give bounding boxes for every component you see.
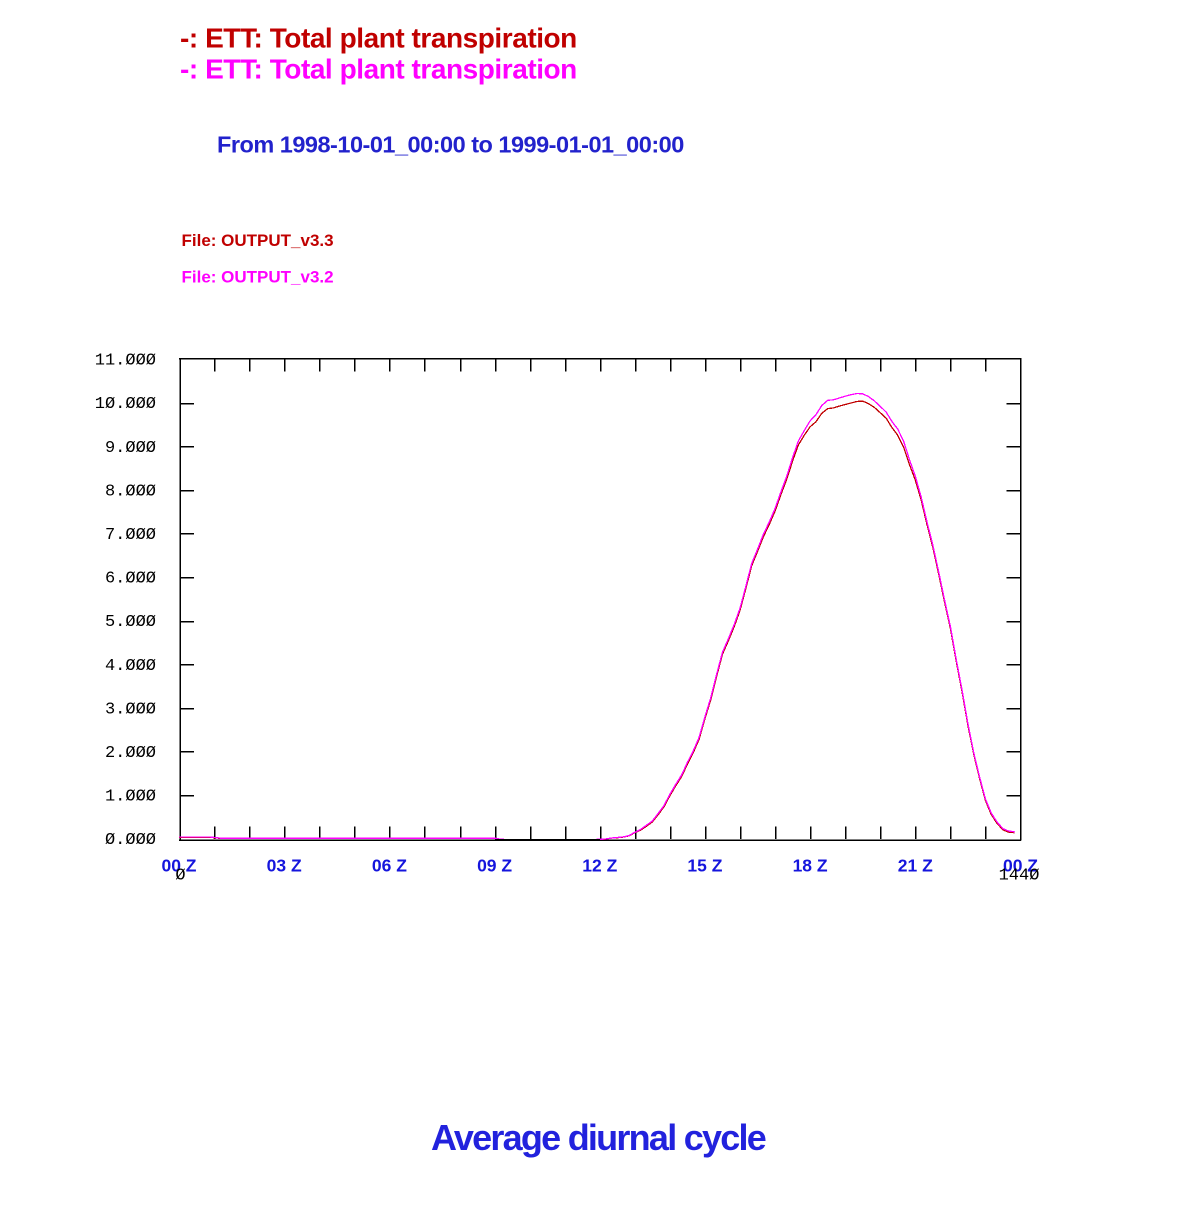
svg-text:Average diurnal cycle: Average diurnal cycle [431,1117,766,1158]
svg-text:1Ø.ØØØ: 1Ø.ØØØ [95,395,156,414]
svg-text:File: OUTPUT_v3.3: File: OUTPUT_v3.3 [182,231,334,250]
svg-text:8.ØØØ: 8.ØØØ [105,482,156,501]
svg-text:06 Z: 06 Z [372,855,407,875]
svg-text:2.ØØØ: 2.ØØØ [105,744,156,763]
svg-text:18 Z: 18 Z [793,855,828,875]
svg-text:3.ØØØ: 3.ØØØ [105,700,156,719]
svg-text:5.ØØØ: 5.ØØØ [105,613,156,632]
svg-text:144Ø: 144Ø [999,867,1040,886]
svg-text:09 Z: 09 Z [477,855,512,875]
svg-text:4.ØØØ: 4.ØØØ [105,657,156,676]
svg-text:03 Z: 03 Z [267,855,302,875]
svg-text:00 Z: 00 Z [1003,855,1038,875]
svg-text:7.ØØØ: 7.ØØØ [105,526,156,545]
svg-text:00 Z: 00 Z [161,855,196,875]
svg-text:Ø: Ø [175,867,185,886]
svg-text:File: OUTPUT_v3.2: File: OUTPUT_v3.2 [182,268,334,287]
svg-text:12 Z: 12 Z [582,855,617,875]
svg-text:9.ØØØ: 9.ØØØ [105,439,156,458]
svg-text:21 Z: 21 Z [898,855,933,875]
svg-text:1.ØØØ: 1.ØØØ [105,788,156,807]
svg-text:-: ETT: Total plant transpirat: -: ETT: Total plant transpiration [180,54,577,85]
svg-text:Ø.ØØØ: Ø.ØØØ [105,831,156,850]
svg-text:11.ØØØ: 11.ØØØ [95,352,156,371]
svg-text:15 Z: 15 Z [687,855,722,875]
svg-text:6.ØØØ: 6.ØØØ [105,570,156,589]
svg-text:From 1998-10-01_00:00 to 1999-: From 1998-10-01_00:00 to 1999-01-01_00:0… [217,132,684,158]
svg-text:-: ETT: Total plant transpirat: -: ETT: Total plant transpiration [180,23,577,54]
